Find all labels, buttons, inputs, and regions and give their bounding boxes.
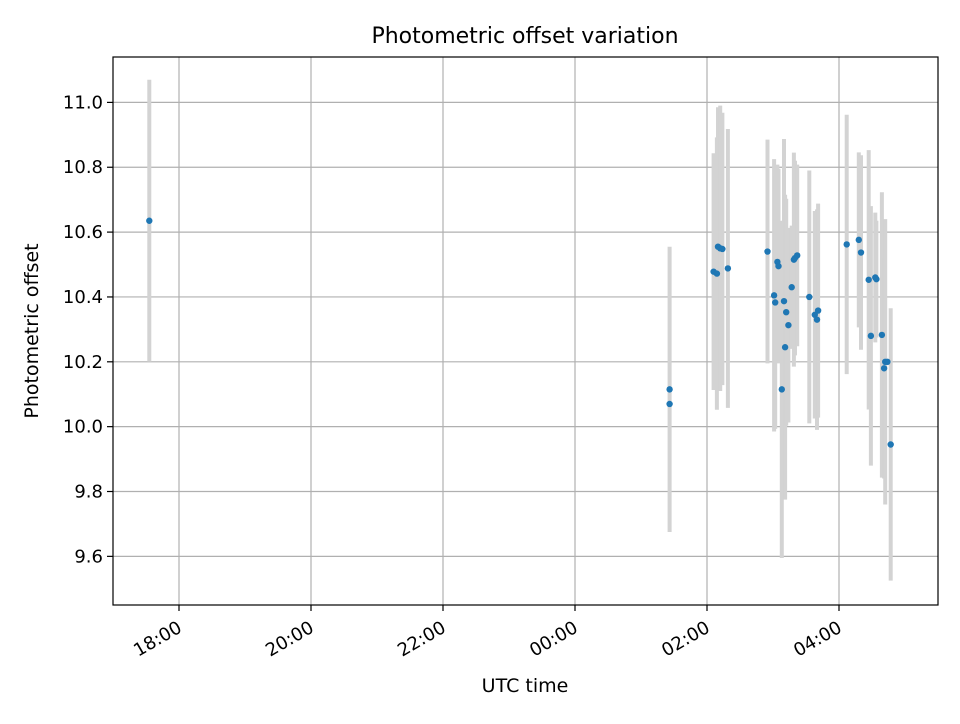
data-point <box>764 248 771 255</box>
data-point <box>719 245 726 253</box>
chart-title: Photometric offset variation <box>371 24 678 49</box>
data-point <box>785 321 792 329</box>
data-point <box>780 297 788 305</box>
y-axis-label: Photometric offset <box>21 243 43 418</box>
y-tick-label: 10.0 <box>63 417 103 438</box>
data-point <box>884 358 891 366</box>
data-point <box>865 276 872 283</box>
data-point <box>855 236 862 244</box>
data-point <box>772 299 779 306</box>
y-axis-ticks: 9.6 9.8 10.0 10.2 10.4 10.6 10.8 11.0 <box>63 92 113 567</box>
data-point <box>775 262 782 270</box>
x-axis-label: UTC time <box>482 675 569 697</box>
data-point <box>813 316 821 323</box>
y-tick-label: 10.8 <box>63 157 103 178</box>
data-point <box>873 275 880 283</box>
data-point <box>878 331 886 339</box>
data-point <box>713 270 721 277</box>
y-tick-label: 9.6 <box>74 546 103 567</box>
data-points <box>146 217 894 448</box>
data-point <box>666 400 673 408</box>
data-point <box>794 252 801 259</box>
data-point <box>770 292 778 299</box>
plot-area-frame <box>112 56 939 606</box>
y-tick-label: 10.4 <box>63 287 103 308</box>
data-point <box>788 284 795 291</box>
data-point <box>867 332 875 340</box>
data-point <box>857 249 865 256</box>
data-point <box>146 217 153 224</box>
y-tick-label: 11.0 <box>63 92 103 113</box>
y-tick-label: 10.2 <box>63 352 103 373</box>
data-point <box>887 441 894 448</box>
data-point <box>781 344 789 351</box>
data-point <box>724 265 732 272</box>
data-point <box>814 307 822 314</box>
y-tick-label: 9.8 <box>74 482 103 503</box>
data-point <box>778 386 785 393</box>
data-point <box>843 241 850 248</box>
data-point <box>806 293 813 301</box>
data-point <box>666 386 673 393</box>
grid-lines <box>113 57 938 605</box>
data-point <box>783 308 790 316</box>
y-tick-label: 10.6 <box>63 222 103 243</box>
data-point <box>880 365 888 372</box>
